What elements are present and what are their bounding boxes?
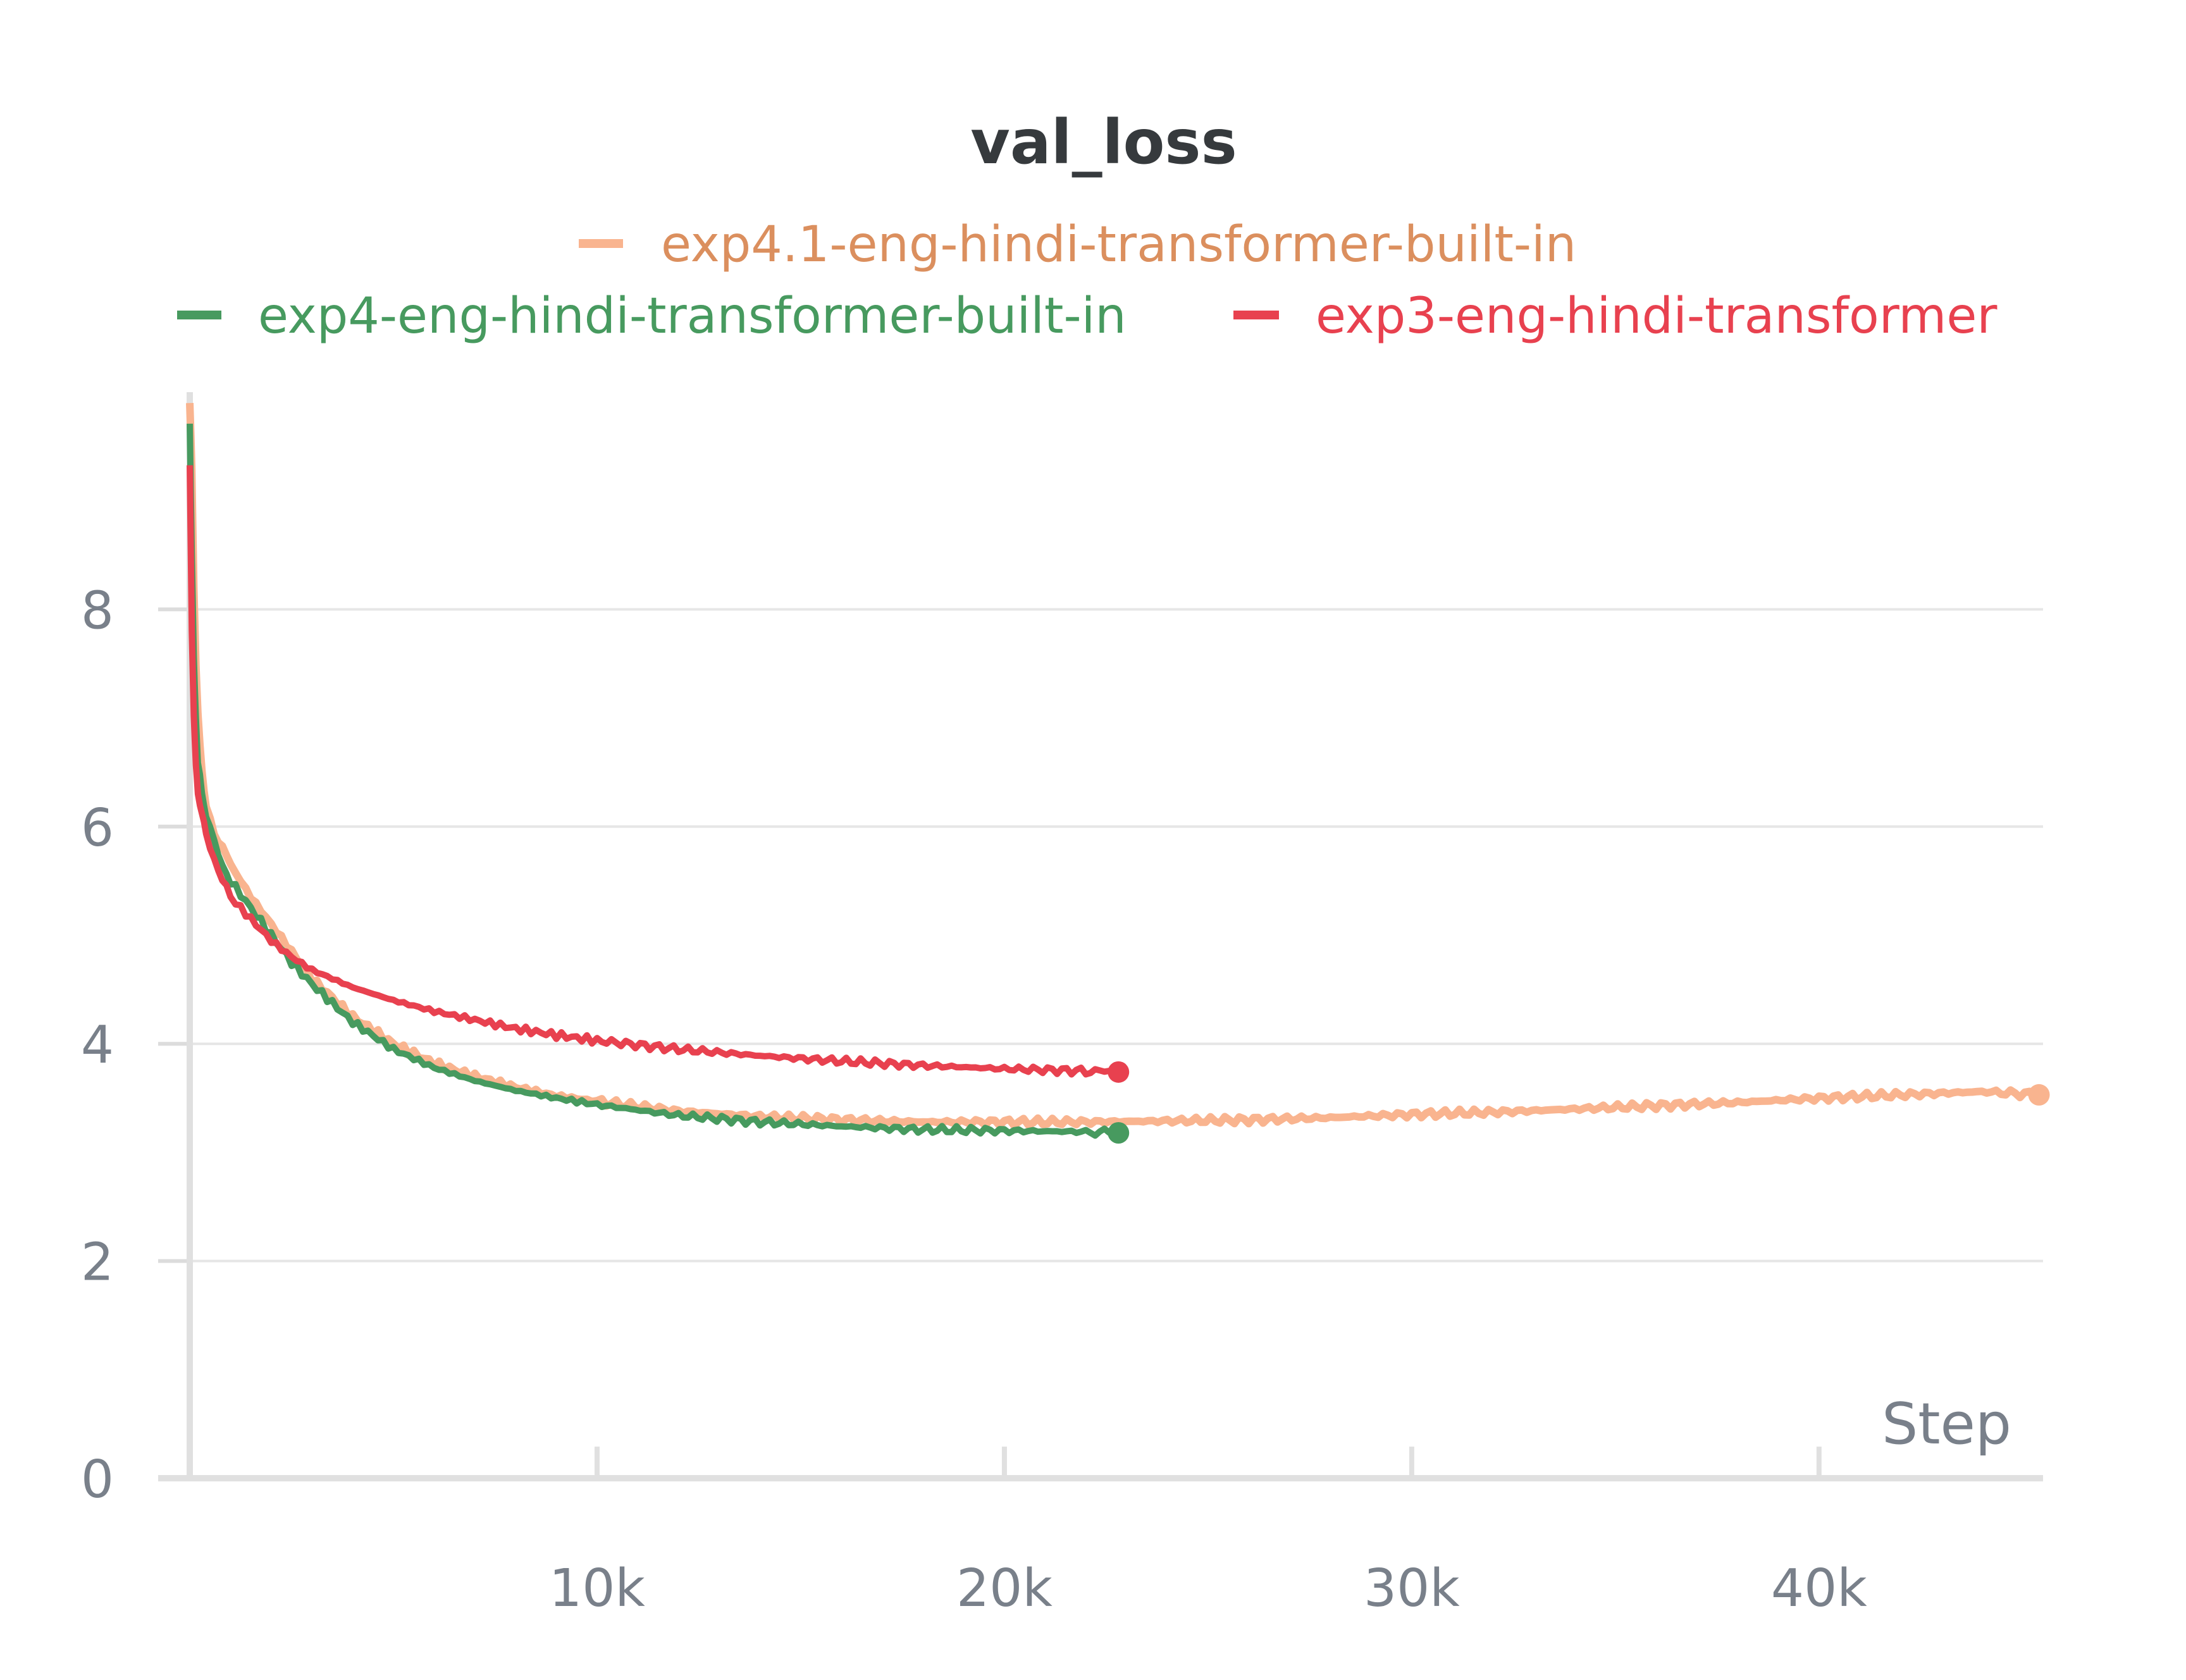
chart-title: val_loss (970, 107, 1237, 178)
series-line (187, 423, 1120, 1139)
legend-label: exp4.1-eng-hindi-transformer-built-in (661, 216, 1576, 273)
y-tick-label: 0 (81, 1450, 114, 1510)
series-line (187, 465, 1120, 1078)
axes: 0 2 4 6 8 10k 20k 30k 40k (81, 392, 2043, 1619)
x-axis-label: Step (1882, 1391, 2011, 1457)
series-end-point (1108, 1121, 1130, 1144)
legend: exp4.1-eng-hindi-transformer-built-in exp… (177, 216, 1998, 345)
series-end-point (1108, 1061, 1130, 1083)
x-tick-label: 10k (549, 1559, 645, 1619)
x-tick-label: 40k (1771, 1559, 1867, 1619)
series-end-point (2028, 1084, 2050, 1106)
x-tick-label: 20k (956, 1559, 1053, 1619)
y-tick-label: 2 (81, 1233, 114, 1293)
legend-label: exp3-eng-hindi-transformer (1316, 288, 1998, 345)
grid-lines (190, 608, 2043, 1263)
legend-label: exp4-eng-hindi-transformer-built-in (258, 288, 1127, 345)
y-tick-label: 4 (81, 1015, 114, 1075)
y-tick-label: 6 (81, 798, 114, 858)
x-tick-label: 30k (1364, 1559, 1460, 1619)
y-tick-label: 8 (81, 581, 114, 641)
series-lines (186, 403, 2050, 1144)
